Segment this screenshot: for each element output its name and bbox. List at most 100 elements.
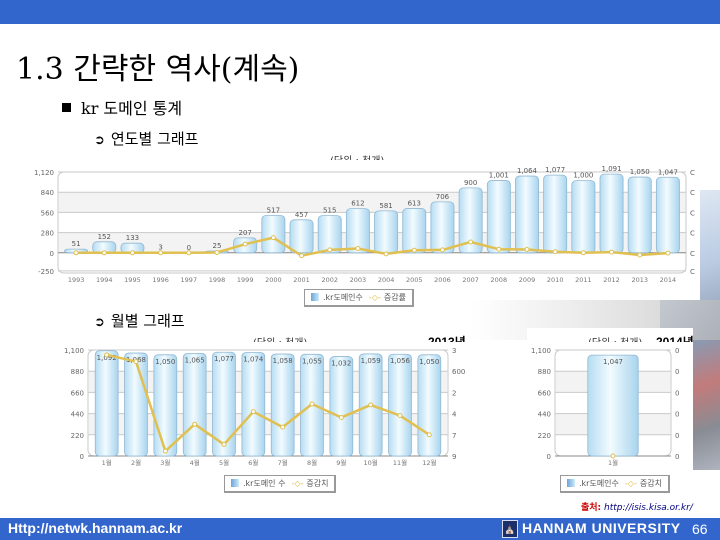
bullet-text: kr 도메인 통계 [81, 99, 183, 118]
source-prefix: 출처: [581, 503, 602, 513]
bar-legend-icon [311, 293, 319, 301]
svg-text:1998: 1998 [209, 276, 226, 284]
svg-text:1,055: 1,055 [302, 357, 322, 365]
svg-text:0: 0 [80, 453, 84, 461]
svg-text:581: 581 [379, 202, 392, 210]
monthly-2013-chart-plot: 092207440466028806001,10031,0921월1,0682월… [64, 347, 465, 467]
svg-text:1,065: 1,065 [185, 356, 205, 364]
svg-text:4월: 4월 [190, 458, 200, 467]
line-legend-icon: -◇- [624, 479, 637, 488]
yearly-chart: -250 C 0 C 280 C 560 C 840 C 1,120 C 51 1993 152 1994 13… [30, 160, 700, 300]
svg-text:1,064: 1,064 [517, 167, 538, 175]
svg-text:2012: 2012 [603, 276, 620, 284]
svg-text:4: 4 [452, 411, 457, 419]
svg-text:C: C [690, 268, 695, 276]
svg-text:7월: 7월 [278, 458, 288, 467]
bar-legend-icon [567, 479, 575, 487]
legend-bar-label: .kr도메인 수 [243, 479, 286, 488]
svg-text:2006: 2006 [434, 276, 451, 284]
svg-text:1,092: 1,092 [97, 354, 117, 362]
svg-text:440: 440 [71, 411, 84, 419]
bullet-yearly-graph: ➲ 연도별 그래프 [94, 128, 198, 149]
svg-text:C: C [690, 189, 695, 197]
monthly-2014-chart: 0 0 220 0 440 0 660 0 880 0 1,100 0 1,047 1월 [527, 342, 693, 470]
bullet-kr-domain-stats: kr 도메인 통계 [62, 95, 182, 119]
svg-text:613: 613 [408, 200, 421, 208]
svg-text:1,047: 1,047 [658, 168, 678, 176]
svg-text:2000: 2000 [265, 276, 282, 284]
svg-text:2008: 2008 [491, 276, 508, 284]
svg-text:2009: 2009 [519, 276, 536, 284]
svg-text:280: 280 [41, 230, 54, 238]
svg-text:220: 220 [538, 432, 551, 440]
svg-text:2004: 2004 [378, 276, 395, 284]
header-bar [0, 0, 720, 24]
svg-text:6월: 6월 [248, 458, 258, 467]
monthly-2013-legend: .kr도메인 수 -◇- 증감치 [224, 475, 337, 493]
svg-text:1,100: 1,100 [531, 347, 551, 355]
svg-text:2: 2 [452, 389, 456, 397]
yearly-chart-plot: -250 C 0 C 280 C 560 C 840 C 1,120 C 51 1993 152 1994 13… [34, 165, 695, 284]
svg-text:2002: 2002 [321, 276, 338, 284]
svg-text:1,077: 1,077 [545, 166, 565, 174]
svg-text:9월: 9월 [336, 458, 346, 467]
slide-title: 1.3 간략한 역사(계속) [16, 52, 300, 87]
svg-text:660: 660 [538, 389, 551, 397]
svg-text:0: 0 [675, 411, 679, 419]
svg-text:2013: 2013 [631, 276, 648, 284]
bullet-text: 연도별 그래프 [110, 130, 199, 148]
svg-text:1997: 1997 [181, 276, 198, 284]
svg-text:133: 133 [126, 234, 139, 242]
svg-text:880: 880 [71, 368, 84, 376]
svg-text:880: 880 [538, 368, 551, 376]
bar-legend-icon [231, 479, 239, 487]
monthly-2014-legend: .kr도메인수 -◇- 증감치 [560, 475, 670, 493]
legend-line-label: 증감치 [306, 479, 329, 488]
svg-text:10월: 10월 [364, 458, 378, 467]
svg-text:1,047: 1,047 [603, 358, 623, 366]
svg-text:1,120: 1,120 [34, 169, 54, 177]
svg-text:207: 207 [238, 229, 251, 237]
svg-text:706: 706 [436, 193, 450, 201]
line-legend-icon: -◇- [368, 293, 381, 302]
svg-text:C: C [690, 230, 695, 238]
university-name: HANNAM UNIVERSITY [522, 520, 681, 536]
footer-url-link[interactable]: Http://netwk.hannam.ac.kr [8, 520, 183, 536]
svg-text:0: 0 [547, 453, 551, 461]
arrow-bullet-icon: ➲ [94, 315, 105, 330]
svg-text:1,056: 1,056 [390, 357, 411, 365]
svg-text:2011: 2011 [575, 276, 592, 284]
svg-text:0: 0 [675, 347, 679, 355]
svg-text:2월: 2월 [131, 458, 141, 467]
svg-text:560: 560 [41, 209, 54, 217]
svg-text:2010: 2010 [547, 276, 564, 284]
university-logo-icon: ⛪ [502, 520, 518, 538]
svg-text:220: 220 [71, 432, 84, 440]
svg-text:0: 0 [675, 432, 679, 440]
legend-line-label: 증감률 [383, 293, 406, 302]
svg-text:1994: 1994 [96, 276, 113, 284]
source-link[interactable]: http://isis.kisa.or.kr/ [604, 503, 693, 513]
svg-text:1993: 1993 [68, 276, 85, 284]
monthly-2013-chart: 092207440466028806001,10031,0921월1,0682월… [60, 342, 470, 470]
bullet-text: 월별 그래프 [110, 312, 185, 330]
arrow-bullet-icon: ➲ [94, 133, 105, 148]
svg-text:1996: 1996 [152, 276, 169, 284]
svg-text:1,058: 1,058 [273, 357, 293, 365]
svg-text:660: 660 [71, 389, 84, 397]
svg-text:1999: 1999 [237, 276, 254, 284]
svg-text:-250: -250 [38, 268, 54, 276]
svg-text:1,050: 1,050 [419, 358, 439, 366]
legend-line-label: 증감치 [639, 479, 662, 488]
svg-text:900: 900 [464, 179, 477, 187]
svg-text:1,050: 1,050 [630, 168, 650, 176]
page-number: 66 [692, 521, 708, 537]
svg-text:9: 9 [452, 453, 456, 461]
svg-text:C: C [690, 209, 695, 217]
svg-text:7: 7 [452, 432, 456, 440]
svg-text:8월: 8월 [307, 458, 317, 467]
source-citation: 출처: http://isis.kisa.or.kr/ [581, 500, 693, 513]
svg-text:1,032: 1,032 [331, 360, 351, 368]
footer-bar: Http://netwk.hannam.ac.kr ⛪ HANNAM UNIVE… [0, 518, 720, 540]
svg-text:517: 517 [267, 207, 280, 215]
